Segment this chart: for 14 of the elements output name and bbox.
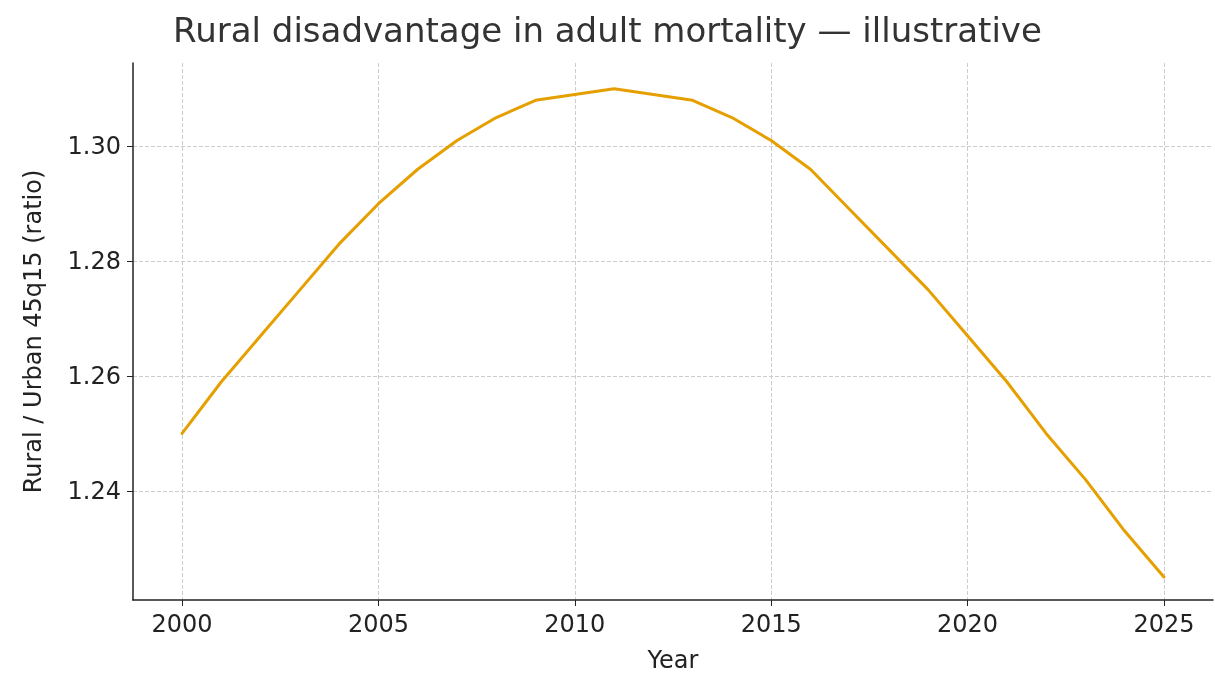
- y-tick-label: 1.30: [67, 132, 121, 161]
- x-axis-title: Year: [646, 646, 699, 674]
- y-tick-label: 1.28: [67, 247, 121, 276]
- x-tick-label: 2000: [151, 610, 213, 638]
- x-tick-label: 2010: [544, 610, 606, 638]
- x-tick-label: 2005: [347, 610, 409, 638]
- y-axis-title: Rural / Urban 45q15 (ratio): [19, 169, 47, 494]
- chart-title: Rural disadvantage in adult mortality — illustrative: [173, 10, 1042, 50]
- y-tick-label: 1.26: [67, 362, 121, 391]
- x-tick-label: 2015: [740, 610, 802, 638]
- y-tick-label: 1.24: [67, 476, 121, 505]
- x-tick-label: 2020: [937, 610, 999, 638]
- x-tick-label: 2025: [1133, 610, 1195, 638]
- line-series: [180, 87, 1166, 579]
